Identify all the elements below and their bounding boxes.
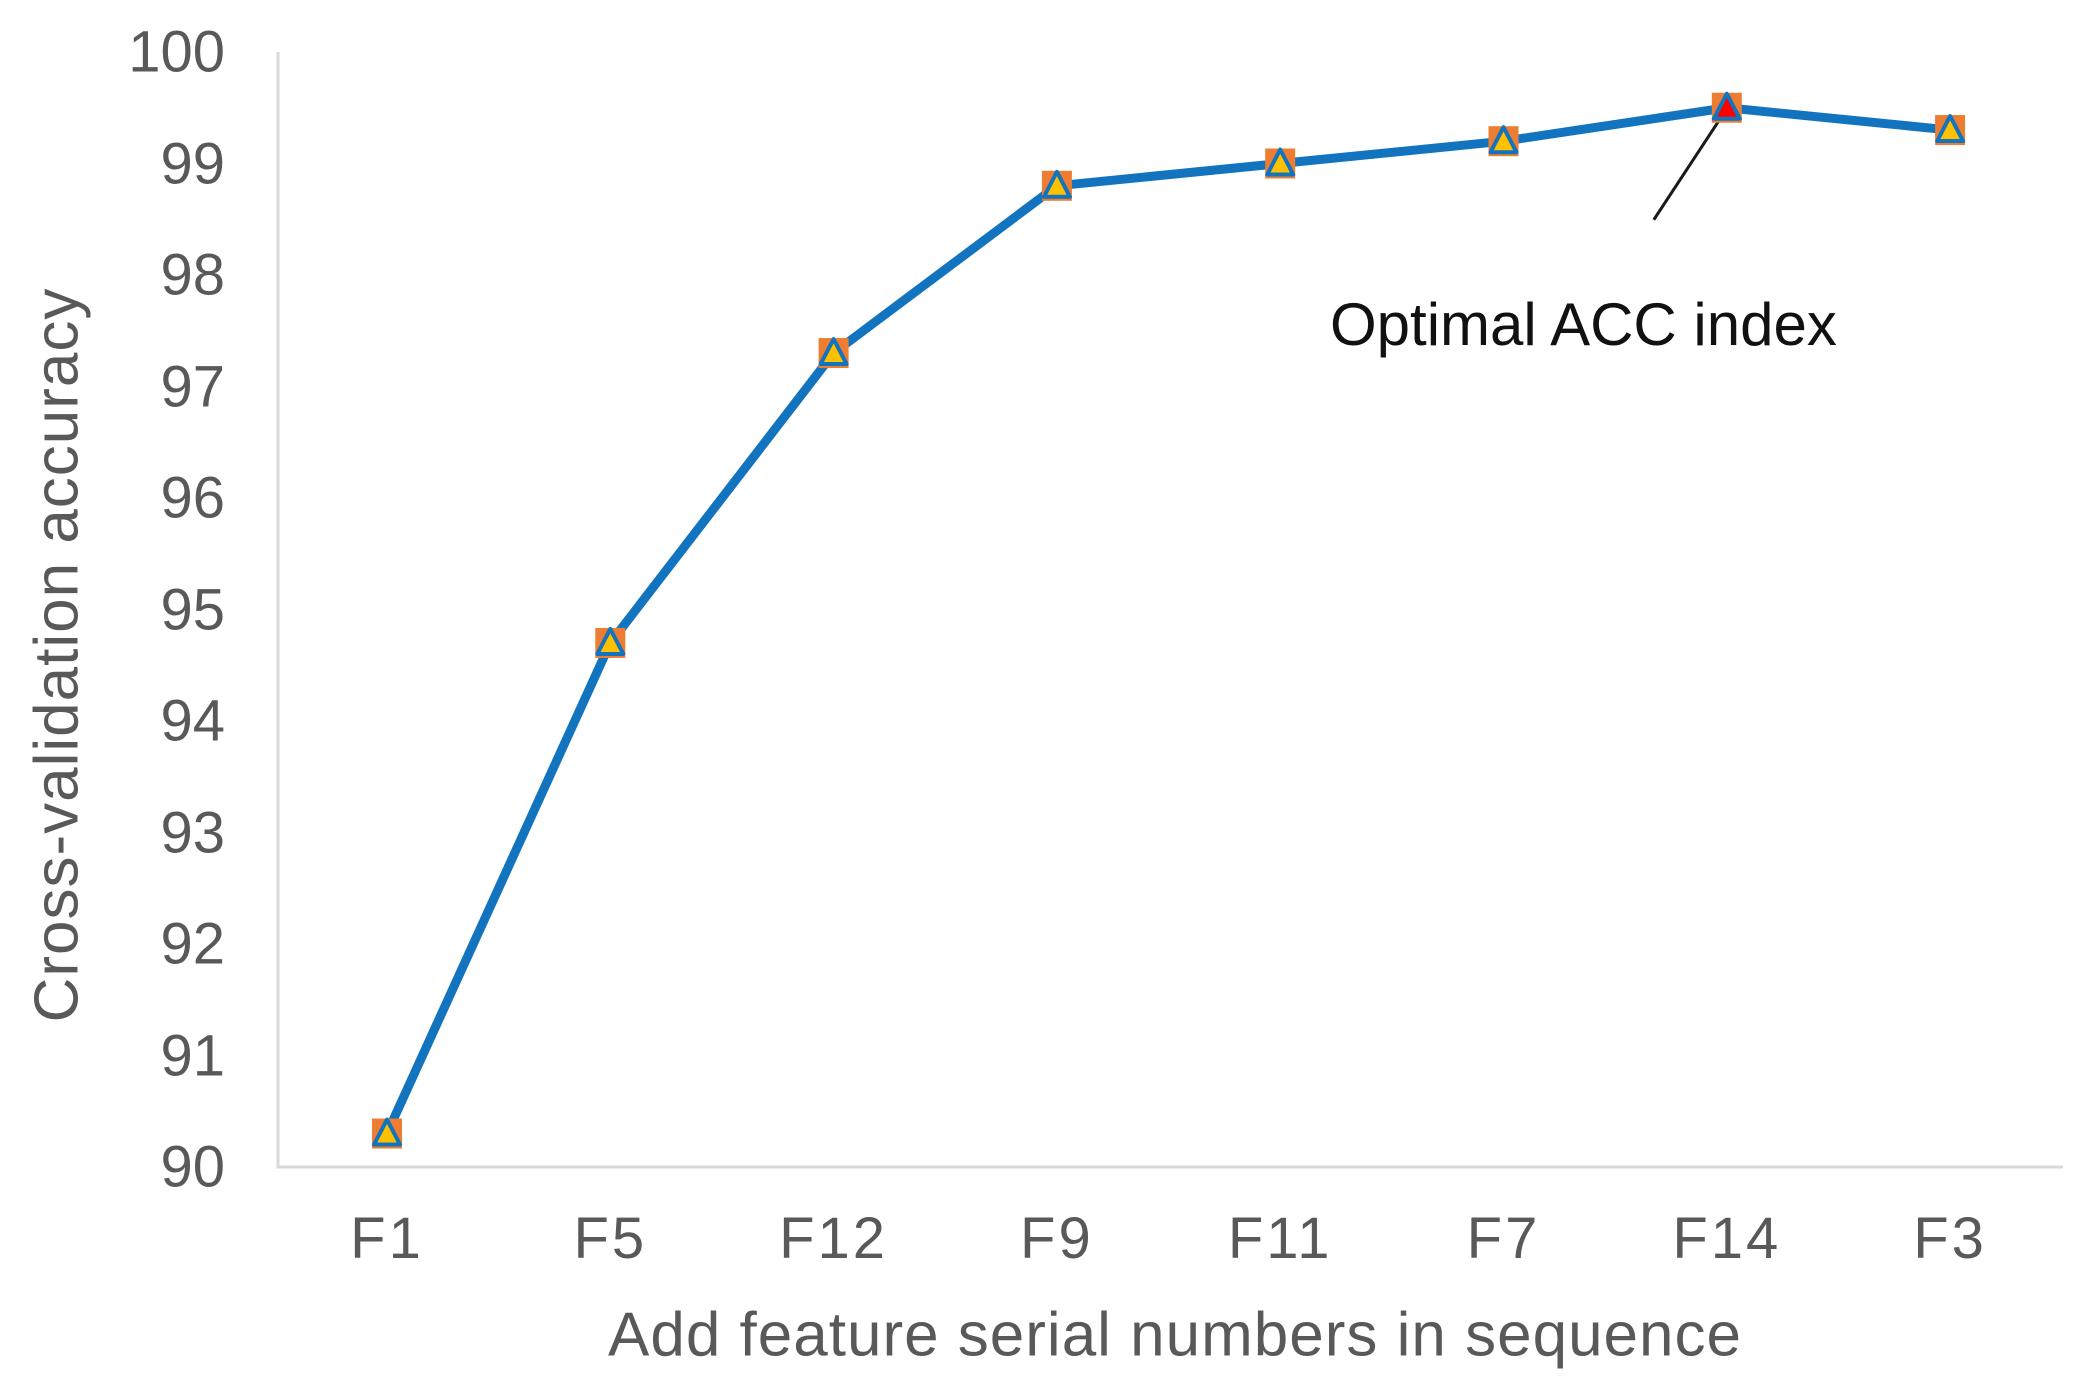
y-tick-label: 97 (160, 354, 225, 419)
y-tick-label: 100 (128, 19, 225, 85)
series-line (382, 103, 1951, 1136)
y-tick-label: 91 (160, 1023, 225, 1088)
y-tick-label: 99 (160, 131, 225, 196)
axis-lines (276, 52, 2063, 1169)
y-tick-label: 94 (160, 688, 225, 754)
x-tick-label: F1 (350, 1206, 424, 1271)
x-tick-label: F12 (779, 1206, 889, 1271)
x-tick-label: F7 (1466, 1206, 1541, 1271)
y-tick-label: 93 (160, 800, 225, 865)
x-tick-label: F5 (573, 1206, 648, 1271)
data-point-triangle-marker (1488, 125, 1519, 155)
x-axis-title: Add feature serial numbers in sequence (608, 1300, 1742, 1370)
y-tick-label: 96 (160, 465, 225, 531)
data-point-triangle-marker (818, 337, 849, 367)
y-tick-label: 95 (160, 577, 225, 642)
data-point-triangle-marker (372, 1117, 402, 1147)
x-tick-label: F9 (1020, 1206, 1094, 1271)
y-tick-label: 92 (160, 911, 225, 977)
data-point-triangle-marker (1265, 147, 1296, 177)
y-tick-label: 90 (160, 1134, 225, 1200)
optimal-data-point-triangle-marker (1711, 91, 1742, 121)
x-tick-label: F14 (1672, 1206, 1782, 1271)
annotation-optimal-acc-label: Optimal ACC index (1330, 291, 1837, 358)
y-tick-label: 98 (160, 242, 225, 308)
data-point-triangle-marker (595, 626, 626, 656)
data-point-triangle-marker (1935, 114, 1966, 144)
x-tick-label: F3 (1913, 1206, 1987, 1271)
data-point-triangle-marker (1041, 169, 1072, 199)
x-tick-label: F11 (1227, 1206, 1333, 1271)
annotation-arrow-line (1652, 113, 1725, 221)
